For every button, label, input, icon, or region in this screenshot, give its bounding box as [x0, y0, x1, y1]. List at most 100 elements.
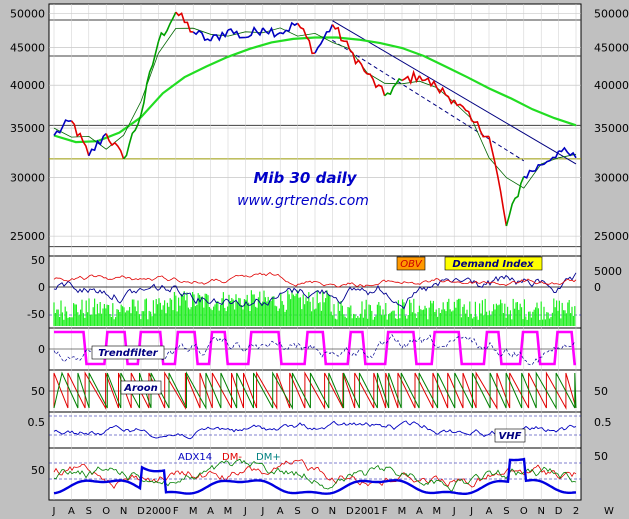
- price-segment: [401, 69, 421, 85]
- month-tick-label: M: [398, 506, 407, 517]
- price-segment: [122, 114, 142, 160]
- price-tick-right: 50000: [594, 7, 629, 20]
- month-tick-label: A: [277, 506, 284, 517]
- price-segment: [505, 176, 525, 227]
- price-segment: [367, 73, 386, 97]
- month-tick-label: M: [432, 506, 441, 517]
- month-tick-label: F: [173, 506, 179, 517]
- price-tick-left: 30000: [10, 172, 45, 185]
- vhf-label-box: [494, 428, 526, 443]
- price-segment: [53, 119, 72, 136]
- price-tick-right: 40000: [594, 79, 629, 92]
- demand-tick-left: -50: [27, 308, 45, 321]
- month-tick-label: M: [189, 506, 198, 517]
- month-tick-label: A: [68, 506, 75, 517]
- price-segment: [488, 136, 508, 227]
- demand-tick-left: 50: [31, 254, 45, 267]
- price-segment: [314, 24, 334, 54]
- month-tick-label: O: [520, 506, 528, 517]
- price-tick-left: 40000: [10, 79, 45, 92]
- month-tick-label: M: [224, 506, 233, 517]
- aroon-tick-left: 50: [31, 385, 45, 398]
- adx-tick-left: 50: [31, 464, 45, 477]
- month-tick-label: N: [120, 506, 127, 517]
- month-tick-label: S: [86, 506, 92, 517]
- short-moving-average: [53, 27, 577, 189]
- month-tick-label: 2001: [354, 506, 379, 517]
- trendfilter-tick-left: 0: [38, 343, 45, 356]
- chart-title: Mib 30 daily: [253, 169, 357, 187]
- price-tick-right: 35000: [594, 122, 629, 135]
- demand-tick-right: 0: [594, 281, 601, 294]
- resistance-trendline: [332, 20, 577, 165]
- chart-subtitle: www.grtrends.com: [237, 193, 369, 209]
- demand-tick-left: 0: [38, 281, 45, 294]
- price-segment: [209, 29, 229, 42]
- month-tick-label: S: [503, 506, 509, 517]
- month-tick-label: A: [207, 506, 214, 517]
- month-tick-label: O: [311, 506, 319, 517]
- price-tick-left: 45000: [10, 41, 45, 54]
- trendfilter-label: Trendfilter: [98, 348, 159, 359]
- grid-layer: [49, 4, 581, 500]
- price-segment: [140, 41, 160, 115]
- obv-line: [53, 271, 577, 288]
- price-segment: [558, 146, 577, 159]
- indicator-layer: [49, 271, 581, 495]
- price-tick-left: 35000: [10, 122, 45, 135]
- month-tick-label: F: [382, 506, 388, 517]
- demand-tick-right: 5000: [594, 265, 622, 278]
- price-layer: [53, 11, 577, 227]
- aroon-tick-right: 50: [594, 385, 608, 398]
- month-tick-label: S: [294, 506, 300, 517]
- dm-minus-label: DM-: [222, 452, 242, 463]
- obv-label-box: [396, 256, 426, 271]
- month-tick-label: J: [243, 506, 247, 517]
- adx-tick-right: 50: [594, 450, 608, 463]
- price-tick-left: 50000: [10, 7, 45, 20]
- price-segment: [384, 77, 403, 97]
- vhf-line: [53, 420, 577, 440]
- price-segment: [349, 49, 368, 75]
- price-segment: [279, 21, 299, 35]
- demand-index-label-box: [444, 256, 543, 271]
- price-segment: [436, 86, 455, 105]
- month-tick-label: J: [52, 506, 56, 517]
- month-tick-label: D: [137, 506, 145, 517]
- price-segment: [523, 163, 542, 179]
- month-tick-label: A: [486, 506, 493, 517]
- month-tick-label: O: [102, 506, 110, 517]
- price-segment: [418, 75, 438, 88]
- price-segment: [70, 120, 90, 157]
- price-segment: [540, 150, 560, 166]
- price-tick-left: 25000: [10, 230, 45, 243]
- support-trendline-dashed: [332, 39, 525, 162]
- month-tick-label: J: [452, 506, 456, 517]
- month-tick-label: J: [260, 506, 264, 517]
- aroon-label: Aroon: [123, 383, 158, 394]
- price-segment: [296, 22, 316, 55]
- obv-label: OBV: [400, 259, 423, 270]
- month-tick-label: 2: [573, 506, 579, 517]
- price-tick-right: 45000: [594, 41, 629, 54]
- price-tick-right: 25000: [594, 230, 629, 243]
- x-axis-extra-label: W: [604, 506, 614, 517]
- price-segment: [157, 11, 177, 42]
- month-tick-label: N: [329, 506, 336, 517]
- month-tick-label: A: [416, 506, 423, 517]
- price-segment: [88, 133, 107, 157]
- trendfilter-label-box: [91, 345, 165, 360]
- price-segment: [245, 26, 264, 39]
- month-tick-label: N: [537, 506, 544, 517]
- price-segment: [331, 24, 351, 51]
- month-tick-label: D: [346, 506, 354, 517]
- price-segment: [105, 133, 125, 160]
- vhf-tick-left: 0.5: [28, 416, 46, 429]
- vhf-label: VHF: [499, 431, 522, 442]
- demand-index-label: Demand Index: [452, 259, 534, 270]
- aroon-down-line: [53, 371, 577, 410]
- vhf-tick-right: 0.5: [594, 416, 612, 429]
